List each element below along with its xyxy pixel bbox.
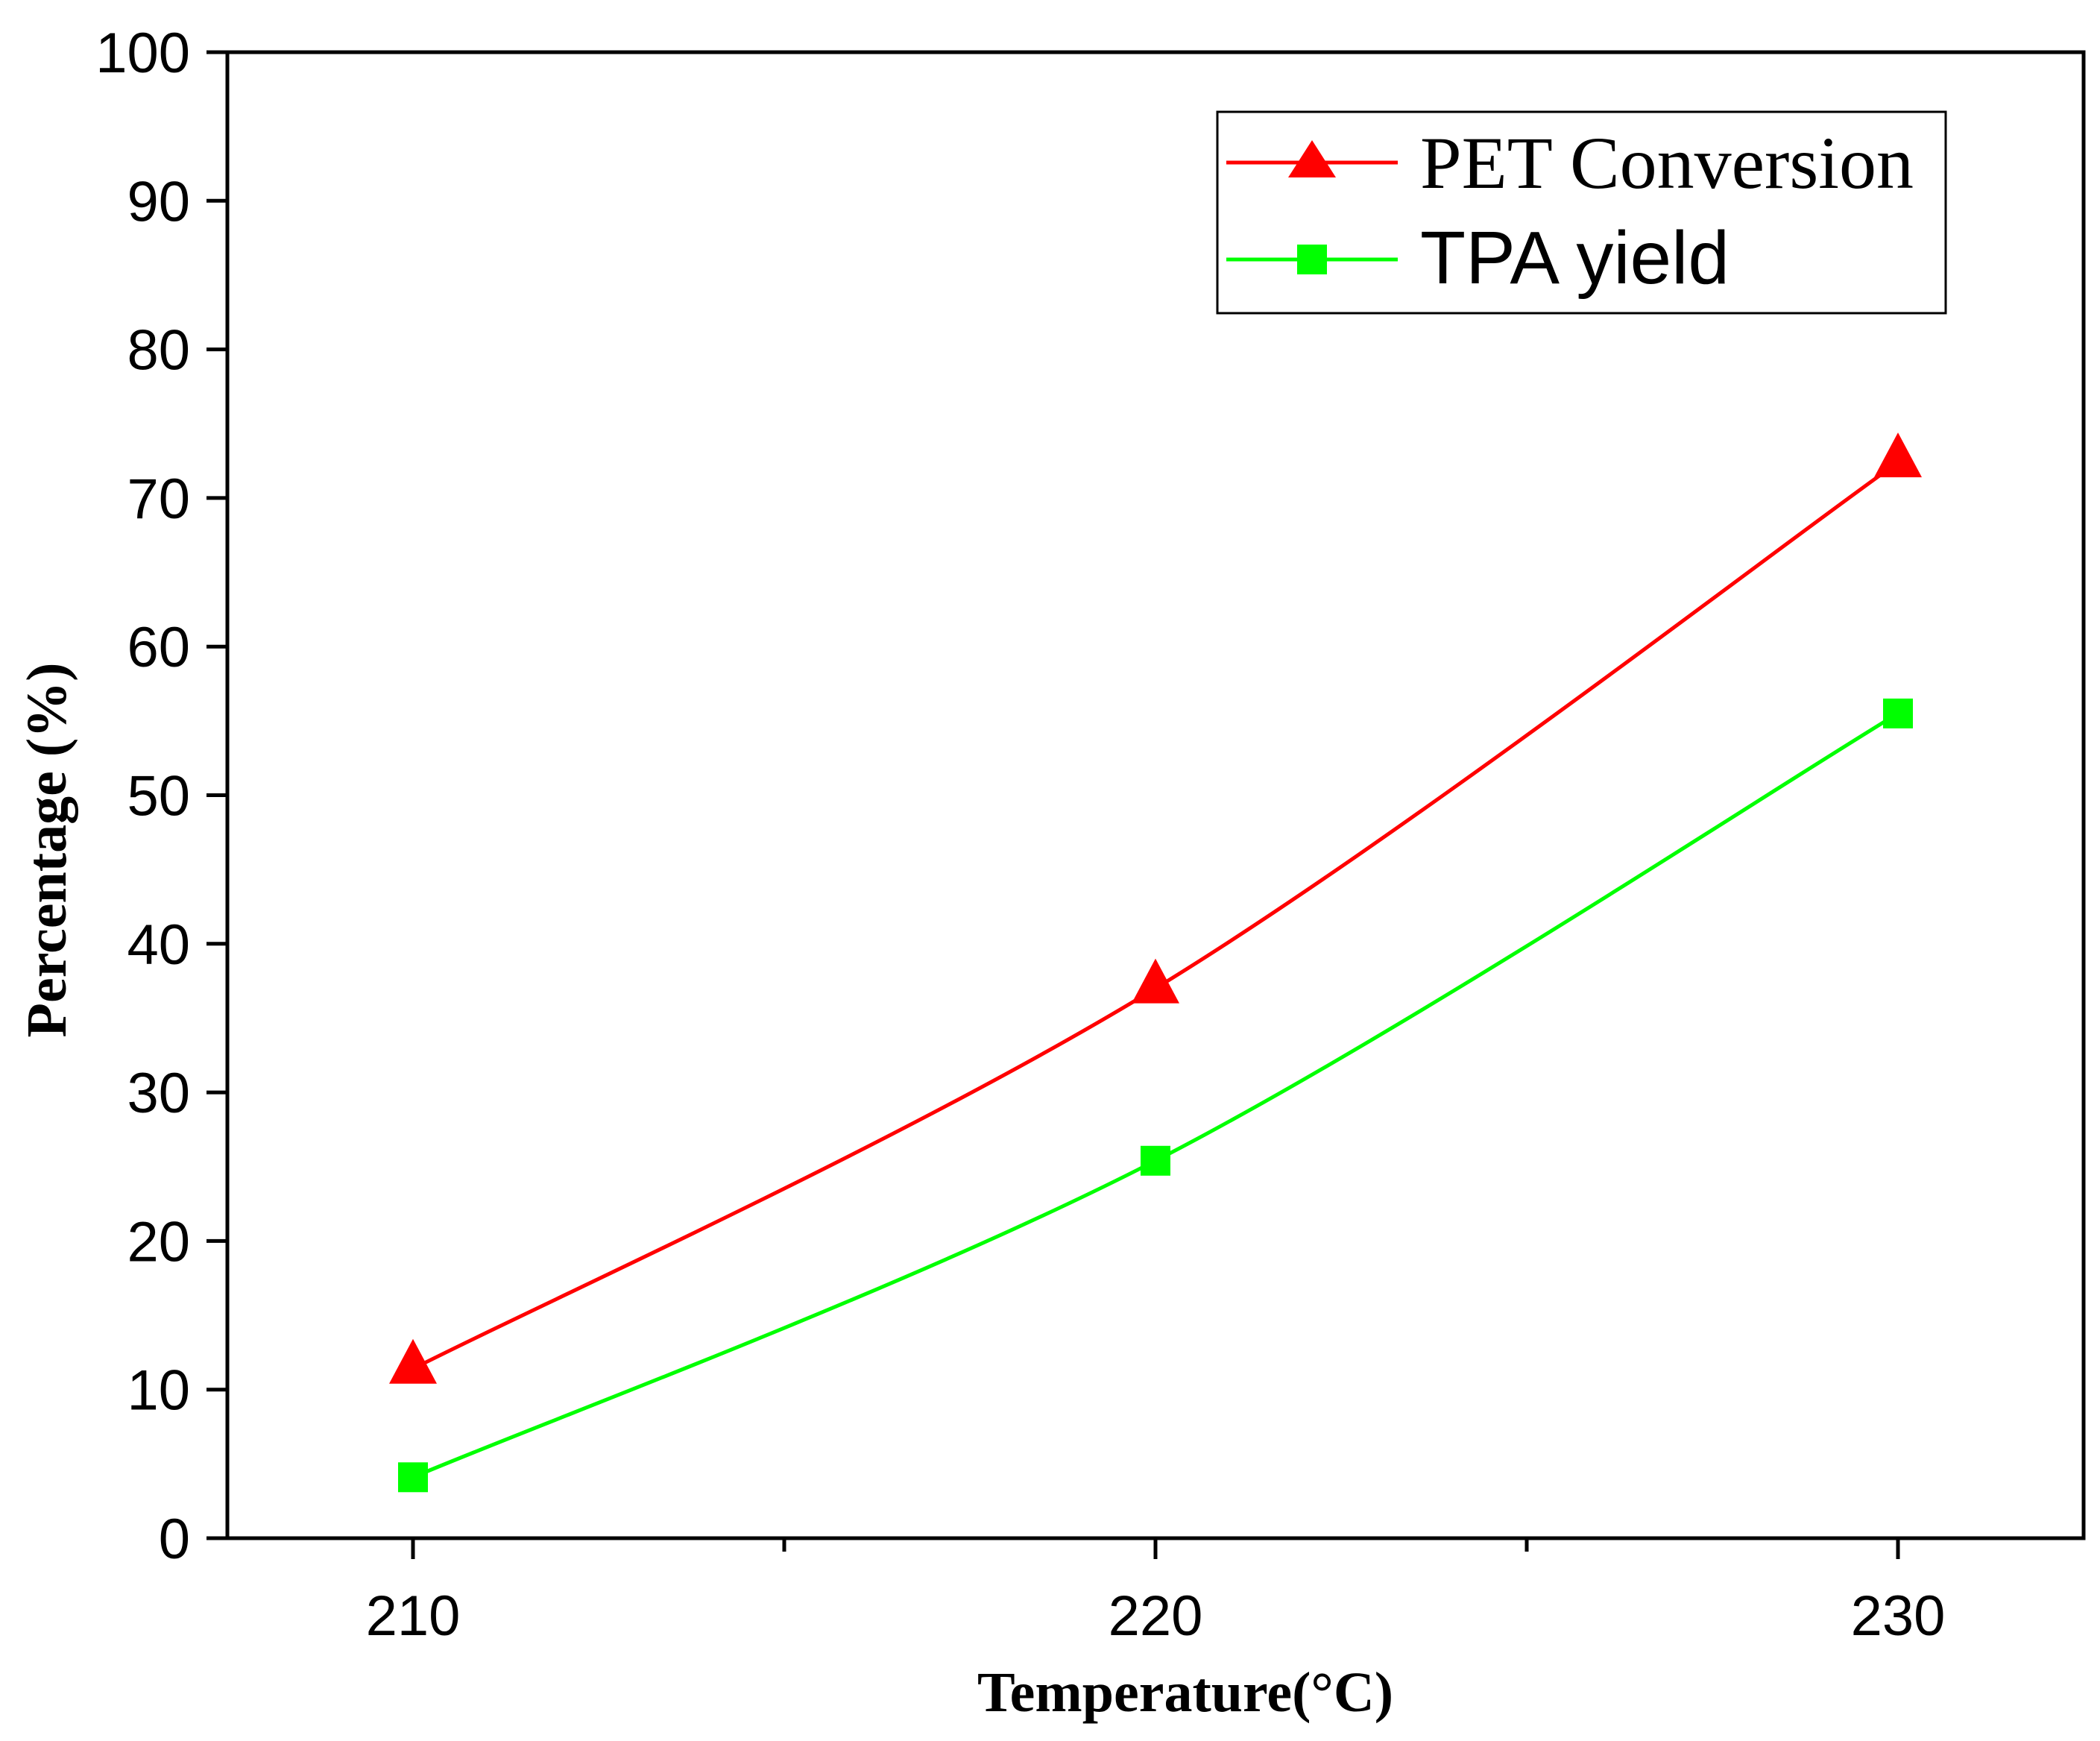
legend-marker-tpa-yield [1297, 245, 1327, 274]
data-point-tpa-yield-220 [1141, 1145, 1170, 1176]
y-tick-label-30: 30 [127, 1062, 190, 1125]
x-tick-label-220: 220 [1109, 1584, 1203, 1648]
x-axis-title: Temperature(°C) [977, 1661, 1393, 1724]
data-point-tpa-yield-210 [398, 1462, 428, 1493]
y-tick-label-60: 60 [127, 616, 190, 679]
y-tick-label-0: 0 [159, 1508, 190, 1571]
y-tick-label-10: 10 [127, 1359, 190, 1423]
data-point-tpa-yield-230 [1883, 698, 1913, 728]
y-tick-label-80: 80 [127, 319, 190, 382]
data-point-pet-conversion-210 [389, 1338, 437, 1384]
y-tick-label-20: 20 [127, 1210, 190, 1274]
x-tick-label-210: 210 [366, 1584, 461, 1648]
legend-label-tpa-yield: TPA yield [1420, 216, 1729, 300]
data-point-pet-conversion-220 [1132, 958, 1179, 1004]
legend-marker-pet-conversion [1288, 140, 1336, 177]
legend: PET Conversion TPA yield [1216, 110, 1947, 315]
y-tick-label-40: 40 [127, 913, 190, 977]
y-tick-label-50: 50 [127, 765, 190, 828]
legend-box [1216, 110, 1947, 315]
x-tick-label-230: 230 [1851, 1584, 1946, 1648]
data-point-pet-conversion-230 [1874, 432, 1922, 478]
y-tick-label-70: 70 [127, 467, 190, 531]
plot-area: 0 10 20 30 40 50 60 70 80 90 100 210 220 230 [95, 22, 2086, 1648]
y-axis-title: Percentage (%) [16, 663, 78, 1038]
legend-label-pet-conversion: PET Conversion [1420, 122, 1914, 204]
y-tick-label-100: 100 [95, 22, 190, 85]
y-tick-label-90: 90 [127, 170, 190, 233]
